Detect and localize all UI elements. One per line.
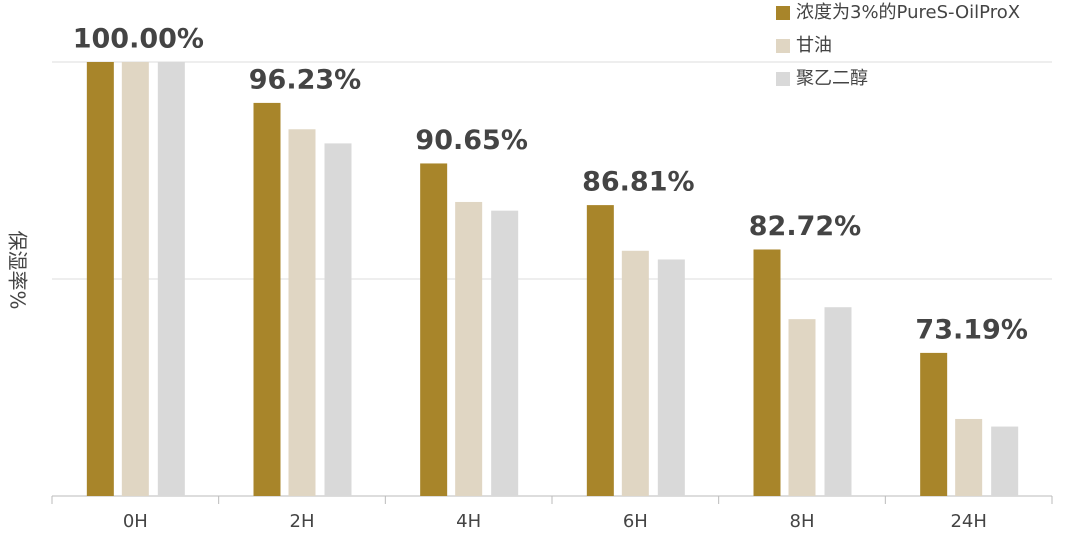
bar — [824, 307, 852, 496]
data-label: 86.81% — [582, 167, 694, 198]
x-tick-label: 6H — [623, 511, 648, 532]
data-label: 96.23% — [249, 64, 361, 95]
x-tick-label: 0H — [123, 511, 148, 532]
legend-swatch — [776, 6, 790, 20]
data-label: 100.00% — [73, 24, 204, 55]
bar — [788, 319, 816, 496]
bar — [955, 418, 983, 496]
bar — [157, 62, 185, 496]
bar — [420, 163, 448, 496]
bar — [753, 249, 781, 496]
x-tick-label: 4H — [456, 511, 481, 532]
bar — [121, 62, 149, 496]
legend-label: 甘油 — [796, 35, 832, 56]
bar — [586, 205, 614, 496]
y-axis-label: 保湿率% — [6, 230, 30, 309]
bar — [455, 201, 483, 496]
bar — [253, 102, 281, 496]
legend-label: 浓度为3%的PureS-OilProX — [796, 2, 1020, 23]
legend-swatch — [776, 39, 790, 53]
bar — [991, 426, 1019, 496]
data-label: 82.72% — [749, 211, 861, 242]
x-tick-label: 8H — [790, 511, 815, 532]
bar — [657, 259, 685, 496]
x-tick-label: 24H — [950, 511, 986, 532]
data-label: 90.65% — [415, 125, 527, 156]
legend-label: 聚乙二醇 — [796, 68, 868, 89]
x-tick-label: 2H — [290, 511, 315, 532]
bar — [621, 250, 649, 496]
legend-swatch — [776, 72, 790, 86]
bar — [491, 210, 519, 496]
bar — [86, 62, 114, 496]
bar — [920, 352, 948, 496]
bar — [324, 143, 352, 496]
bar — [288, 129, 316, 496]
data-label: 73.19% — [915, 314, 1027, 345]
